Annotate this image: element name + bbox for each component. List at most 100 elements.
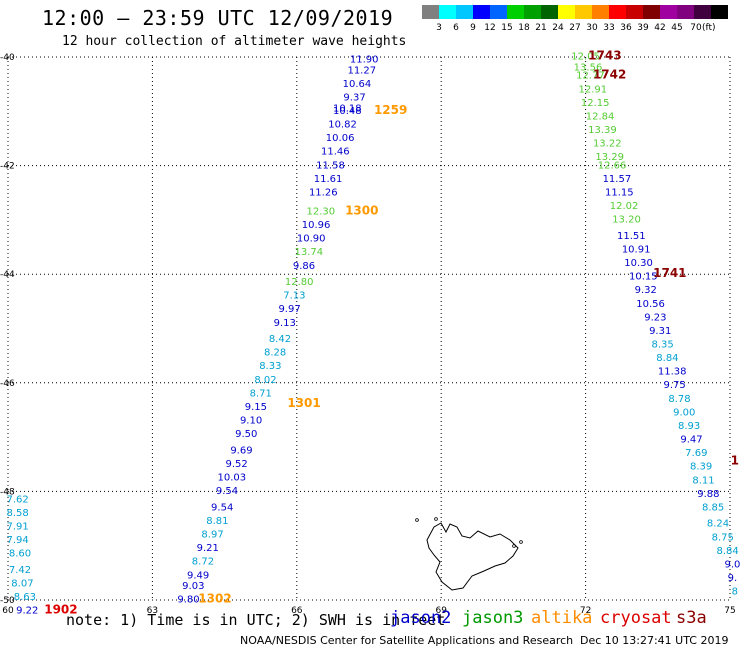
scale-label: 42 bbox=[654, 23, 666, 33]
wave-height-label: 9.32 bbox=[635, 285, 657, 296]
scale-swatch bbox=[643, 5, 660, 19]
scale-label: 3 bbox=[436, 23, 442, 33]
scale-label: 9 bbox=[470, 23, 476, 33]
wave-height-label: 9.15 bbox=[245, 402, 267, 413]
lon-tick-label: 66 bbox=[291, 606, 303, 616]
scale-swatch bbox=[660, 5, 677, 19]
wave-height-label: 12.02 bbox=[610, 201, 639, 212]
wave-height-label: 13.29 bbox=[595, 152, 624, 163]
wave-height-label: 9.88 bbox=[697, 489, 719, 500]
time-label: 1302 bbox=[198, 592, 231, 606]
wave-height-label: 8.85 bbox=[702, 502, 724, 513]
scale-swatch bbox=[558, 5, 575, 19]
wave-height-label: 12.15 bbox=[581, 98, 610, 109]
wave-height-label: 12.77 bbox=[576, 71, 605, 82]
wave-height-label: 11.46 bbox=[321, 147, 350, 158]
wave-height-label: 12.84 bbox=[586, 111, 615, 122]
wave-height-label: 8.75 bbox=[712, 532, 734, 543]
wave-height-label: 13.39 bbox=[588, 125, 617, 136]
lat-tick-label: -40 bbox=[0, 53, 15, 63]
lat-tick-label: -50 bbox=[0, 596, 15, 606]
wave-height-label: 8.81 bbox=[206, 516, 228, 527]
wave-height-label: 9.75 bbox=[664, 380, 686, 391]
scale-label: 70 bbox=[690, 23, 702, 33]
wave-height-label: 8.24 bbox=[707, 519, 729, 530]
time-label: 1743 bbox=[588, 49, 621, 63]
wave-height-label: 8.63 bbox=[14, 592, 36, 603]
wave-height-label: 8.35 bbox=[651, 340, 673, 351]
lon-tick-label: 60 bbox=[2, 606, 14, 616]
wave-height-label: 8.11 bbox=[692, 475, 714, 486]
scale-label: 33 bbox=[603, 23, 615, 33]
wave-height-label: 10.18 bbox=[333, 103, 362, 114]
scale-label: 21 bbox=[535, 23, 547, 33]
wave-height-label: 9.69 bbox=[230, 445, 252, 456]
scale-label: 6 bbox=[453, 23, 459, 33]
wave-height-label: 9.23 bbox=[644, 312, 666, 323]
islet-outline bbox=[519, 540, 523, 544]
wave-height-label: 10.06 bbox=[326, 133, 355, 144]
islet-outline bbox=[434, 517, 438, 521]
wave-height-label: 8.33 bbox=[259, 361, 281, 372]
wave-height-label: 7.62 bbox=[6, 494, 28, 505]
wave-height-label: 11.57 bbox=[603, 174, 632, 185]
scale-swatch bbox=[439, 5, 456, 19]
time-label: 1 bbox=[731, 453, 739, 467]
wave-height-label: 7.94 bbox=[6, 535, 28, 546]
wave-height-label: 9.54 bbox=[216, 486, 238, 497]
wave-height-label: 9.03 bbox=[182, 581, 204, 592]
wave-height-label: 9.00 bbox=[673, 407, 695, 418]
wave-height-label: 9.10 bbox=[240, 416, 262, 427]
wave-height-label: 9.97 bbox=[278, 304, 300, 315]
wave-height-label: 9.80 bbox=[177, 595, 199, 606]
wave-height-label: 8.84 bbox=[656, 353, 678, 364]
kerguelen-island-outline bbox=[426, 522, 519, 591]
page-subtitle: 12 hour collection of altimeter wave hei… bbox=[62, 34, 407, 49]
scale-label: 45 bbox=[671, 23, 683, 33]
wave-height-label: 11.61 bbox=[314, 174, 343, 185]
wave-height-label: 9.49 bbox=[187, 570, 209, 581]
scale-swatch bbox=[507, 5, 524, 19]
wave-height-label: 9.37 bbox=[343, 92, 365, 103]
wave-height-label: 11.26 bbox=[309, 187, 338, 198]
wave-height-label: 9.86 bbox=[293, 261, 315, 272]
scale-swatch bbox=[422, 5, 439, 19]
lat-tick-label: -46 bbox=[0, 379, 15, 389]
wave-height-label: 8.39 bbox=[690, 462, 712, 473]
wave-height-label: 12.30 bbox=[307, 206, 336, 217]
wave-height-label: 8.07 bbox=[11, 578, 33, 589]
wave-height-label: 13.20 bbox=[612, 215, 641, 226]
lon-tick-label: 72 bbox=[580, 606, 591, 616]
wave-height-label: 8.71 bbox=[250, 388, 272, 399]
time-label: 1301 bbox=[287, 396, 320, 410]
islet-outline bbox=[415, 518, 419, 522]
wave-height-label: 9.13 bbox=[274, 318, 296, 329]
wave-height-label: 9.22 bbox=[16, 606, 38, 617]
scale-swatch bbox=[711, 5, 728, 19]
lon-tick-label: 69 bbox=[435, 606, 447, 616]
wave-height-label: 8 bbox=[732, 587, 738, 598]
wave-height-label: 12.05 bbox=[571, 52, 600, 63]
wave-height-label: 10.90 bbox=[297, 234, 326, 245]
scale-label: 18 bbox=[518, 23, 530, 33]
scale-label: 27 bbox=[569, 23, 581, 33]
scale-unit: (ft) bbox=[702, 23, 716, 33]
wave-height-label: 8.93 bbox=[678, 421, 700, 432]
wave-height-label: 7.69 bbox=[685, 448, 707, 459]
scale-swatch bbox=[575, 5, 592, 19]
scale-label: 39 bbox=[637, 23, 649, 33]
wave-height-label: 9.52 bbox=[226, 459, 248, 470]
wave-height-label: 12.66 bbox=[598, 160, 627, 171]
satellite-jason2: jason2 bbox=[390, 608, 452, 628]
wave-height-label: 10.64 bbox=[343, 79, 372, 90]
scale-swatch bbox=[592, 5, 609, 19]
lat-tick-label: -48 bbox=[0, 487, 15, 497]
wave-height-label: 9.50 bbox=[235, 429, 257, 440]
scale-swatch bbox=[677, 5, 694, 19]
wave-height-label: 10.48 bbox=[333, 106, 362, 117]
wave-height-label: 10.56 bbox=[636, 299, 665, 310]
scale-swatch bbox=[541, 5, 558, 19]
wave-height-label: 8.42 bbox=[269, 334, 291, 345]
islet-outline bbox=[512, 544, 516, 548]
scale-swatch bbox=[456, 5, 473, 19]
